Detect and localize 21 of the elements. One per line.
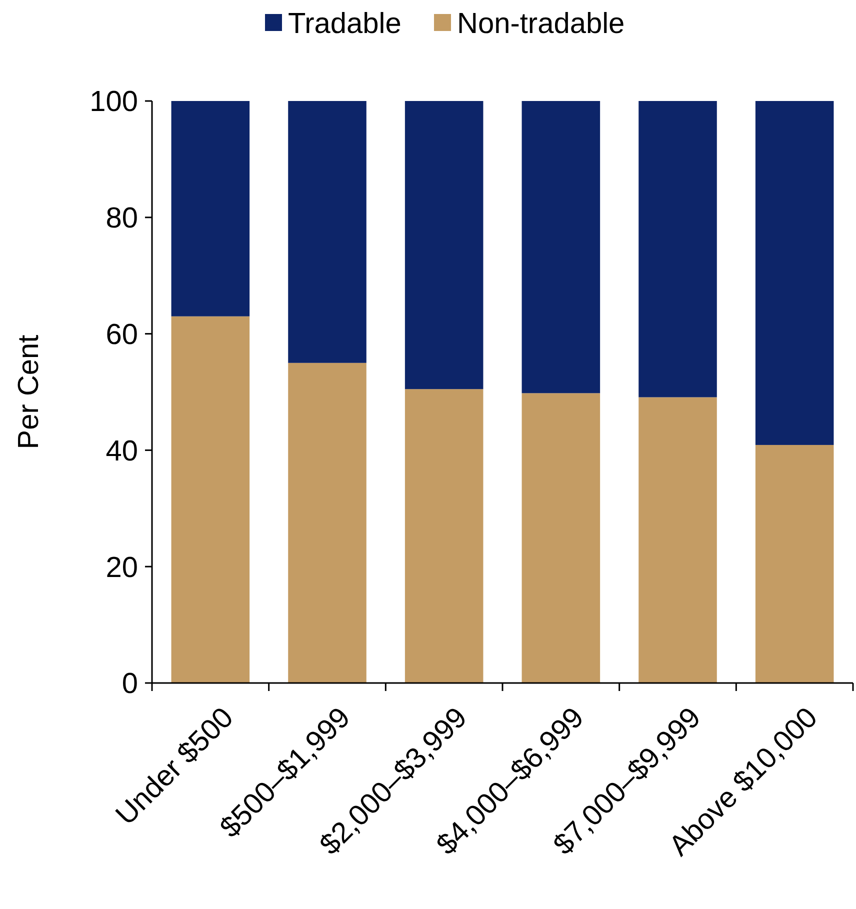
y-axis-title: Per Cent <box>13 334 45 450</box>
bar <box>755 444 834 683</box>
bar <box>171 101 250 316</box>
y-tick-label: 60 <box>106 318 138 351</box>
bar <box>638 101 717 398</box>
bar <box>522 393 600 683</box>
y-tick-label: 20 <box>106 552 138 584</box>
y-tick-label: 40 <box>106 435 138 468</box>
bar <box>755 101 834 445</box>
bar <box>404 101 484 390</box>
bar <box>288 101 366 363</box>
legend-label: Tradable <box>288 8 402 40</box>
bar <box>404 389 484 683</box>
bar <box>522 101 600 394</box>
bar <box>171 316 250 683</box>
y-tick-label: 100 <box>90 86 138 118</box>
y-tick-label: 80 <box>106 202 138 235</box>
legend-label: Non-tradable <box>457 8 625 40</box>
bar <box>288 362 366 683</box>
y-tick-label: 0 <box>122 668 138 700</box>
bar <box>638 397 717 683</box>
